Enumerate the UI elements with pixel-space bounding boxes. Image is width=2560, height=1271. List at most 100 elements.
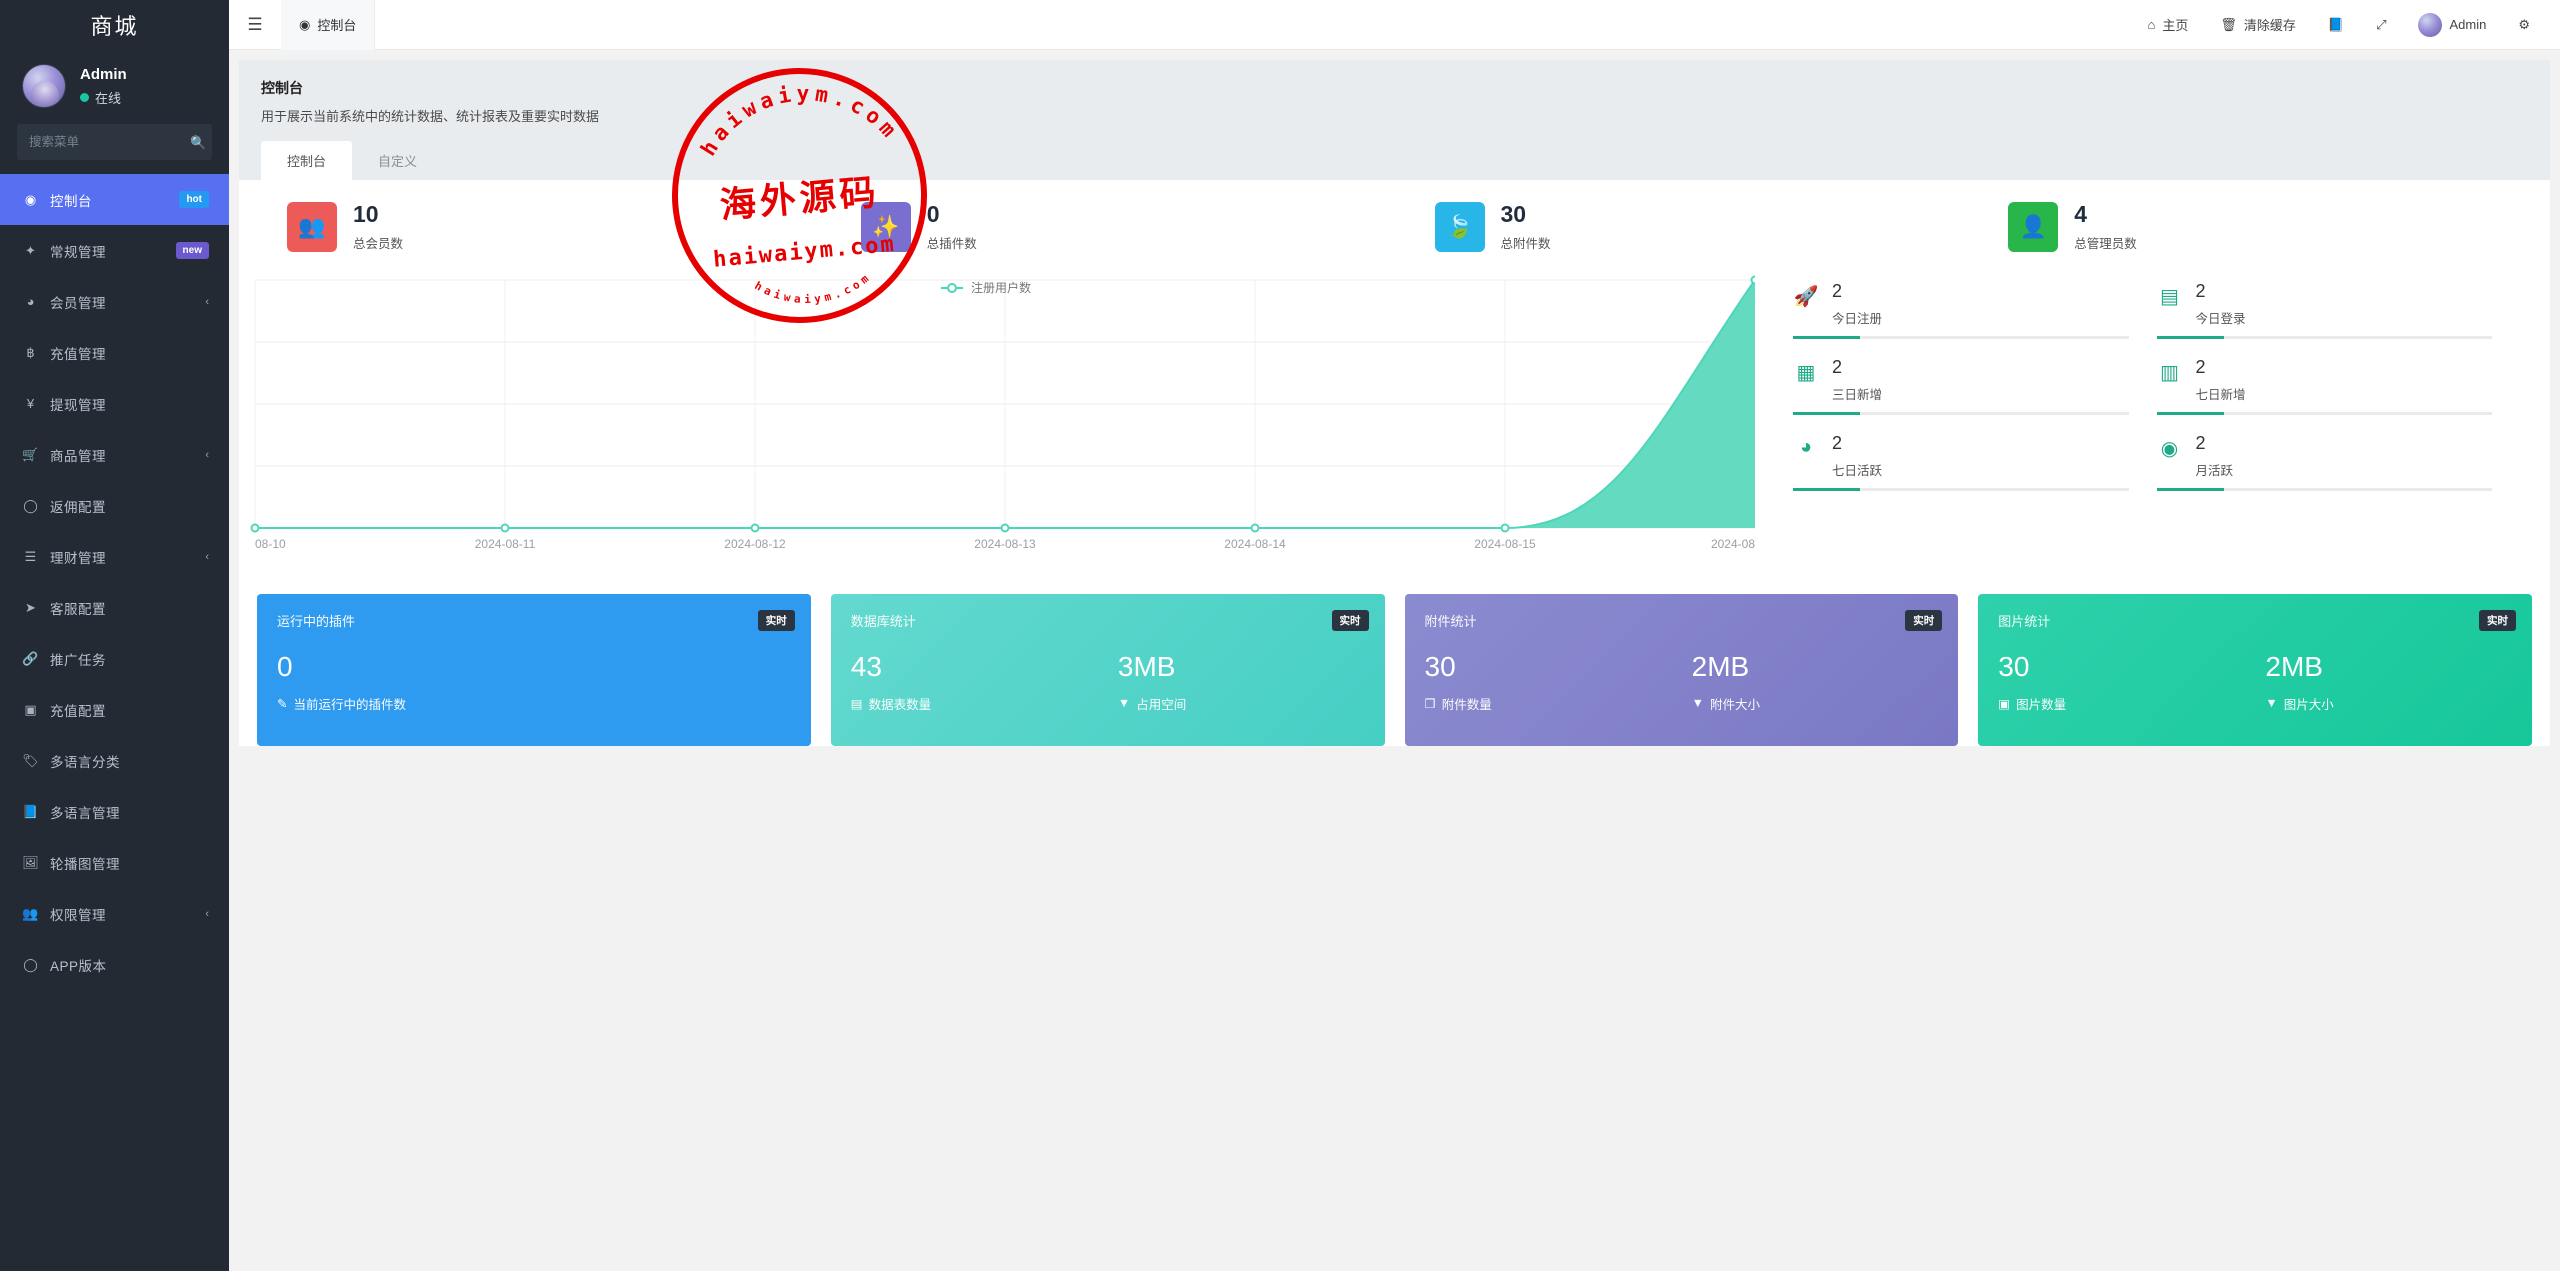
card-label: 数据表数量: [868, 697, 932, 712]
sidebar-item-label: 返佣配置: [50, 499, 106, 515]
cogs-icon: ✦: [25, 242, 36, 258]
chevron-left-icon[interactable]: ‹: [205, 448, 209, 461]
topbar-action-2[interactable]: 📘: [2312, 0, 2360, 50]
topbar-right: ⌂ 主页 🗑 清除缓存 📘 ⤢ Admin ⚙: [2131, 0, 2560, 50]
card-value: 2MB: [1691, 651, 1750, 683]
sidebar-item-10[interactable]: ▣ 充值配置: [0, 684, 229, 735]
user-circle-solid-icon: ◉: [2160, 437, 2179, 460]
chart-point[interactable]: [750, 523, 760, 533]
card-label: 占用空间: [1136, 697, 1187, 712]
topbar-action-3[interactable]: ⤢: [2360, 0, 2402, 50]
search-box[interactable]: 🔍: [17, 124, 212, 160]
panel-tabs: 控制台 自定义: [261, 141, 2528, 180]
mini-stat-value: 2: [2195, 281, 2206, 302]
stat-value: 30: [1500, 201, 1527, 227]
sidebar-item-14[interactable]: 👥 权限管理 ‹: [0, 888, 229, 939]
chevron-left-icon[interactable]: ‹: [205, 295, 209, 308]
stat-row: 👥 10 总会员数 ✨ 0 总插件数 🍃 30 总附件数 👤 4 总管理员数: [239, 180, 2550, 266]
main-area: ☰ ◉ 控制台 ⌂ 主页 🗑 清除缓存 📘 ⤢ Admin ⚙ 控制台 用于展示当前系统中的统…: [229, 0, 2560, 1271]
sidebar-item-12[interactable]: 📘 多语言管理: [0, 786, 229, 837]
sidebar-item-13[interactable]: 🖼 轮播图管理: [0, 837, 229, 888]
mini-stat-label: 月活跃: [2195, 463, 2234, 478]
dashboard-icon: ◉: [24, 191, 37, 207]
user-status: 在线: [80, 88, 127, 107]
sidebar-item-1[interactable]: ✦ 常规管理 new: [0, 225, 229, 276]
sidebar-item-5[interactable]: 🛒 商品管理 ‹: [0, 429, 229, 480]
card-cell-0: 0 ✎ 当前运行中的插件数: [277, 652, 791, 712]
search-icon[interactable]: 🔍: [190, 134, 207, 150]
topbar-action-4[interactable]: Admin: [2402, 0, 2502, 50]
chart-point[interactable]: [500, 523, 510, 533]
mini-stat-3: ▥ 2 七日新增: [2156, 352, 2521, 415]
chart-xtick: 2024-08-12: [724, 537, 786, 551]
mini-stat-progress: [2156, 411, 2492, 415]
chart-area: [255, 280, 1755, 529]
sidebar-menu: ◉ 控制台 hot ✦ 常规管理 new ◕ 会员管理 ‹ ฿ 充值管理 ¥ 提现管理 🛒 商品管理 ‹ ◯ 返佣…: [0, 174, 229, 990]
sidebar-item-6[interactable]: ◯ 返佣配置: [0, 480, 229, 531]
chart-point[interactable]: [1500, 523, 1510, 533]
search-input[interactable]: [29, 135, 190, 149]
database-icon: ▤: [850, 696, 863, 711]
dashboard-icon: ◉: [299, 16, 311, 32]
mini-stat-label: 七日活跃: [1832, 463, 1883, 478]
chart-xtick: 2024-08: [1711, 537, 1755, 551]
card-title: 附件统计: [1424, 614, 1477, 630]
chart-point[interactable]: [1250, 523, 1260, 533]
card-cell-0: 30 ❐ 附件数量: [1425, 652, 1692, 712]
mini-stat-value: 2: [2195, 432, 2206, 453]
sidebar-item-11[interactable]: 🏷 多语言分类: [0, 735, 229, 786]
topbar-action-1[interactable]: 🗑 清除缓存: [2204, 0, 2312, 50]
panel-tab-1[interactable]: 自定义: [378, 154, 418, 169]
hamburger-icon[interactable]: ☰: [247, 14, 263, 34]
chevron-left-icon[interactable]: ‹: [205, 907, 209, 920]
chart-point[interactable]: [1750, 275, 1760, 285]
filter-icon: ▼: [2265, 696, 2278, 711]
chart-xtick: 2024-08-11: [475, 537, 536, 551]
card-cell-0: 43 ▤ 数据表数量: [851, 652, 1118, 712]
mini-stat-4: ◕ 2 七日活跃: [1793, 428, 2157, 491]
page-title: 控制台: [261, 80, 303, 96]
card-label: 附件大小: [1710, 697, 1761, 712]
topbar-action-5[interactable]: ⚙: [2502, 0, 2546, 50]
sidebar-item-9[interactable]: 🔗 推广任务: [0, 633, 229, 684]
panel-header: 控制台 用于展示当前系统中的统计数据、统计报表及重要实时数据 控制台 自定义: [239, 60, 2550, 180]
sidebar-user[interactable]: Admin 在线: [0, 50, 229, 124]
chart-point[interactable]: [250, 523, 260, 533]
rocket-icon: 🚀: [1793, 286, 1819, 309]
bitcoin-icon: ฿: [26, 344, 35, 360]
sidebar-item-7[interactable]: ☰ 理财管理 ‹: [0, 531, 229, 582]
tab-dashboard-label: 控制台: [317, 18, 357, 33]
legend-label[interactable]: 注册用户数: [971, 280, 1031, 295]
card-title: 数据库统计: [850, 614, 916, 630]
summary-card-0: 运行中的插件 实时 0 ✎ 当前运行中的插件数: [257, 594, 811, 747]
users-group-icon: 👥: [287, 202, 337, 253]
stat-label: 总会员数: [353, 237, 404, 252]
sidebar-item-0[interactable]: ◉ 控制台 hot: [0, 174, 229, 225]
topbar-action-label: Admin: [2449, 17, 2487, 32]
avatar: [22, 64, 66, 108]
sidebar-item-15[interactable]: ◯ APP版本: [0, 939, 229, 990]
sidebar-item-4[interactable]: ¥ 提现管理: [0, 378, 229, 429]
status-badge: 实时: [1905, 610, 1943, 632]
sidebar-item-2[interactable]: ◕ 会员管理 ‹: [0, 276, 229, 327]
user-name: Admin: [80, 65, 127, 83]
topbar-tab-strip: ◉ 控制台: [281, 0, 2131, 50]
sidebar-item-3[interactable]: ฿ 充值管理: [0, 327, 229, 378]
stat-value: 4: [2074, 201, 2088, 227]
mini-stat-label: 今日注册: [1832, 312, 1883, 327]
yen-icon: ¥: [26, 396, 35, 411]
chevron-left-icon[interactable]: ‹: [205, 550, 209, 563]
chart-point[interactable]: [1000, 523, 1010, 533]
sidebar-item-label: 轮播图管理: [50, 856, 120, 872]
user-icon: 👤: [2008, 202, 2059, 253]
panel-tab-0[interactable]: 控制台: [261, 141, 353, 180]
topbar-action-0[interactable]: ⌂ 主页: [2131, 0, 2204, 50]
avatar: [2418, 12, 2443, 37]
sidebar-item-8[interactable]: ➤ 客服配置: [0, 582, 229, 633]
card-cell-1: 2MB ▼ 图片大小: [2265, 652, 2532, 712]
filter-icon: ▼: [1117, 696, 1131, 711]
registration-chart[interactable]: 08-10 2024-08-11 2024-08-12 2024-08-13 2024-…: [247, 266, 1760, 566]
tab-dashboard[interactable]: ◉ 控制台: [281, 0, 376, 50]
copy-icon: ❐: [1424, 696, 1436, 711]
sidebar-search: 🔍: [0, 124, 229, 174]
